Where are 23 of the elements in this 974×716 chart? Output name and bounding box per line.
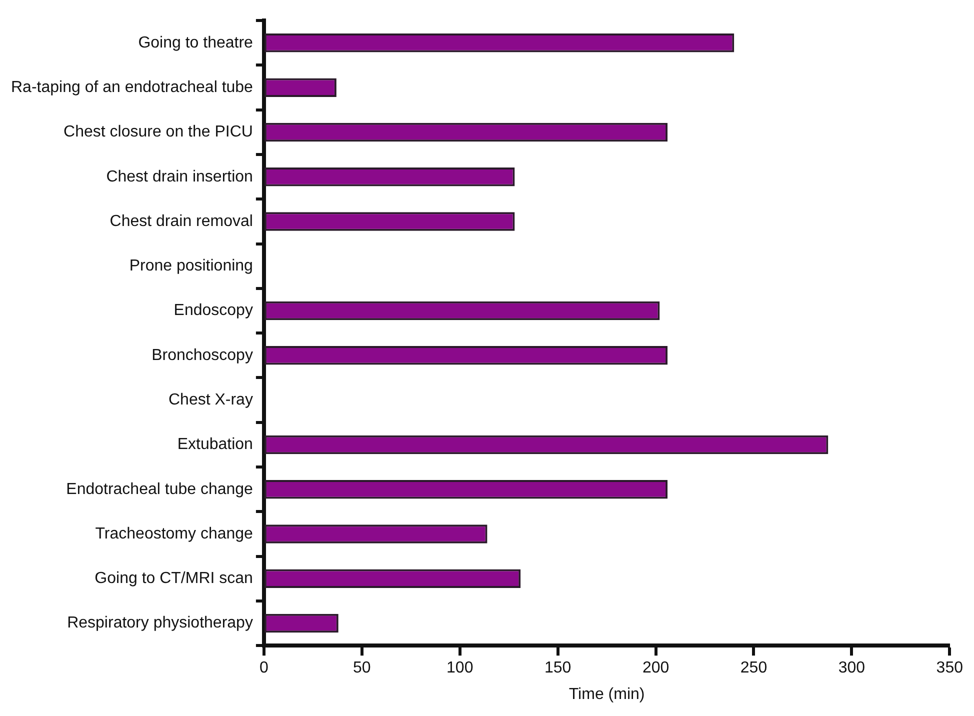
x-tick-label: 350	[936, 660, 964, 677]
y-tick-label: Bronchoscopy	[152, 346, 253, 364]
x-tick-label: 0	[260, 660, 268, 677]
y-tick-label: Ra-taping of an endotracheal tube	[11, 78, 254, 96]
y-tick-label: Prone positioning	[129, 258, 253, 275]
y-tick-label: Chest drain insertion	[106, 168, 253, 186]
x-tick-label: 250	[740, 660, 768, 677]
y-tick-label: Going to CT/MRI scan	[94, 570, 253, 588]
x-tick-label: 50	[353, 660, 371, 677]
y-tick-label: Extubation	[177, 436, 253, 454]
y-tick-label: Endotracheal tube change	[66, 480, 254, 498]
x-tick-label: 200	[642, 660, 670, 677]
y-tick-label: Endoscopy	[174, 302, 253, 320]
x-tick-label: 300	[838, 660, 866, 677]
y-tick-label: Chest closure on the PICU	[64, 124, 253, 141]
y-tick-label: Going to theatre	[138, 34, 254, 52]
y-tick-label: Respiratory physiotherapy	[67, 614, 253, 632]
y-tick-label: Chest drain removal	[110, 212, 253, 230]
y-tick-label: Tracheostomy change	[95, 525, 254, 542]
x-axis-title: Time (min)	[568, 686, 645, 703]
y-tick-label: Chest X-ray	[168, 391, 253, 408]
x-tick-label: 150	[544, 660, 572, 677]
x-tick-label: 100	[446, 660, 474, 677]
